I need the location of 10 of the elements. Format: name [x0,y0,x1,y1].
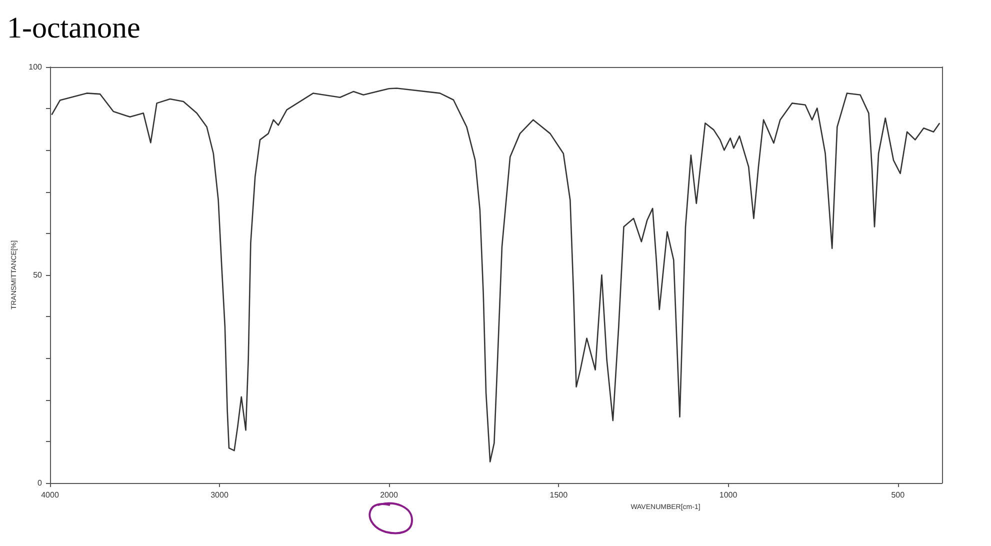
x-tick-label: 1000 [719,490,738,500]
x-tick-label: 500 [891,490,906,500]
x-tick-label: 1500 [550,490,568,500]
x-tick-label: 3000 [210,490,229,500]
y-tick-label: 50 [33,270,43,280]
x-tick-label: 4000 [41,490,60,500]
y-tick-label: 0 [38,478,43,488]
chart-title: 1-octanone [7,12,140,44]
x-tick-label: 2000 [380,490,398,500]
y-tick-label: 100 [28,62,43,72]
